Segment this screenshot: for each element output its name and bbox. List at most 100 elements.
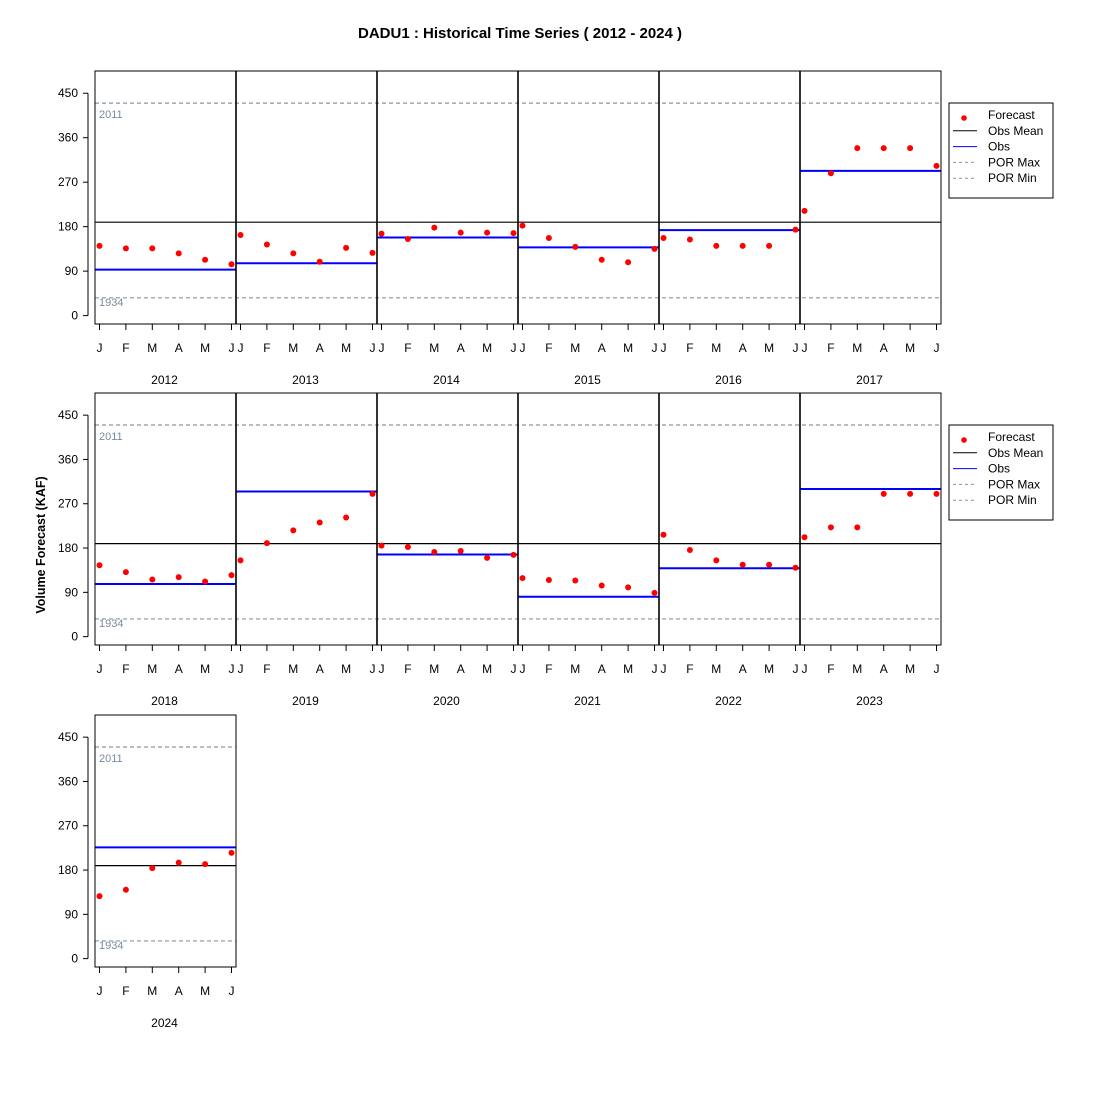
forecast-point bbox=[228, 261, 235, 268]
month-label: J bbox=[934, 662, 940, 676]
forecast-point bbox=[202, 861, 209, 868]
forecast-point bbox=[122, 569, 129, 576]
forecast-point bbox=[510, 551, 517, 558]
forecast-point bbox=[175, 859, 182, 866]
forecast-point bbox=[149, 865, 156, 872]
y-tick-label: 450 bbox=[58, 408, 78, 422]
month-label: A bbox=[457, 662, 465, 676]
forecast-point bbox=[263, 241, 270, 248]
month-label: M bbox=[852, 341, 862, 355]
y-tick-label: 90 bbox=[65, 585, 79, 599]
year-label: 2016 bbox=[715, 373, 742, 387]
forecast-point bbox=[598, 582, 605, 589]
forecast-point bbox=[96, 893, 103, 900]
month-label: A bbox=[880, 341, 888, 355]
month-label: F bbox=[827, 341, 834, 355]
legend-label: Forecast bbox=[988, 430, 1035, 444]
month-label: A bbox=[457, 341, 465, 355]
month-label: J bbox=[379, 662, 385, 676]
panel-2016: J F M A M J 2016 bbox=[658, 70, 801, 387]
month-label: F bbox=[686, 341, 693, 355]
forecast-point bbox=[96, 242, 103, 249]
forecast-point bbox=[907, 490, 914, 497]
forecast-point bbox=[237, 557, 244, 564]
forecast-point bbox=[519, 222, 526, 229]
year-label: 2020 bbox=[433, 694, 460, 708]
panel-2013: J F M A M J 2013 bbox=[235, 70, 378, 387]
panel-frame bbox=[94, 714, 237, 968]
month-label: M bbox=[147, 984, 157, 998]
month-label: M bbox=[764, 662, 774, 676]
forecast-point bbox=[933, 490, 940, 497]
legend-label: POR Max bbox=[988, 477, 1040, 491]
month-label: F bbox=[545, 341, 552, 355]
panel-2024: J F M A M J 2024 bbox=[94, 714, 237, 1030]
legend-label: Obs Mean bbox=[988, 124, 1043, 138]
y-tick-label: 180 bbox=[58, 541, 78, 555]
forecast-point bbox=[572, 577, 579, 584]
year-label: 2019 bbox=[292, 694, 319, 708]
month-label: J bbox=[802, 341, 808, 355]
forecast-point bbox=[713, 557, 720, 564]
year-label: 2022 bbox=[715, 694, 742, 708]
month-label: J bbox=[379, 341, 385, 355]
por-max-label: 2011 bbox=[99, 431, 123, 443]
forecast-point bbox=[510, 230, 517, 237]
month-label: J bbox=[652, 662, 658, 676]
month-label: F bbox=[122, 662, 129, 676]
month-label: J bbox=[511, 341, 517, 355]
forecast-point bbox=[457, 229, 464, 236]
y-tick-label: 180 bbox=[58, 220, 78, 234]
y-tick-label: 360 bbox=[58, 774, 78, 788]
y-tick-label: 360 bbox=[58, 131, 78, 145]
month-label: M bbox=[905, 341, 915, 355]
month-label: J bbox=[97, 662, 103, 676]
forecast-point bbox=[343, 514, 350, 521]
forecast-point bbox=[316, 258, 323, 265]
forecast-point bbox=[122, 886, 129, 893]
year-label: 2018 bbox=[151, 694, 178, 708]
legend-label: Obs bbox=[988, 462, 1010, 476]
forecast-point bbox=[122, 245, 129, 252]
month-label: J bbox=[520, 341, 526, 355]
month-label: M bbox=[147, 662, 157, 676]
month-label: M bbox=[200, 341, 210, 355]
month-label: J bbox=[652, 341, 658, 355]
month-label: M bbox=[341, 341, 351, 355]
forecast-point bbox=[651, 589, 658, 596]
month-label: M bbox=[623, 341, 633, 355]
month-label: J bbox=[229, 341, 235, 355]
y-tick-label: 450 bbox=[58, 86, 78, 100]
forecast-point bbox=[378, 542, 385, 549]
y-tick-label: 270 bbox=[58, 175, 78, 189]
forecast-point bbox=[827, 524, 834, 531]
panel-2023: J F M A M J 2023 bbox=[799, 392, 942, 708]
month-label: F bbox=[404, 341, 411, 355]
year-label: 2013 bbox=[292, 373, 319, 387]
y-tick-label: 90 bbox=[65, 264, 79, 278]
legend-forecast-marker bbox=[961, 437, 967, 443]
month-label: J bbox=[934, 341, 940, 355]
month-label: M bbox=[711, 341, 721, 355]
month-label: M bbox=[341, 662, 351, 676]
forecast-point bbox=[228, 572, 235, 579]
month-label: M bbox=[200, 984, 210, 998]
panel-frame bbox=[517, 392, 660, 646]
year-label: 2012 bbox=[151, 373, 178, 387]
panel-frame bbox=[376, 392, 519, 646]
panel-2022: J F M A M J 2022 bbox=[658, 392, 801, 708]
month-label: F bbox=[545, 662, 552, 676]
y-tick-label: 90 bbox=[65, 907, 79, 921]
panel-frame bbox=[517, 70, 660, 325]
year-label: 2015 bbox=[574, 373, 601, 387]
panel-frame bbox=[376, 70, 519, 325]
forecast-point bbox=[202, 256, 209, 263]
month-label: F bbox=[827, 662, 834, 676]
forecast-point bbox=[827, 170, 834, 177]
forecast-point bbox=[686, 547, 693, 554]
forecast-point bbox=[290, 527, 297, 534]
forecast-point bbox=[202, 578, 209, 585]
forecast-point bbox=[290, 250, 297, 257]
